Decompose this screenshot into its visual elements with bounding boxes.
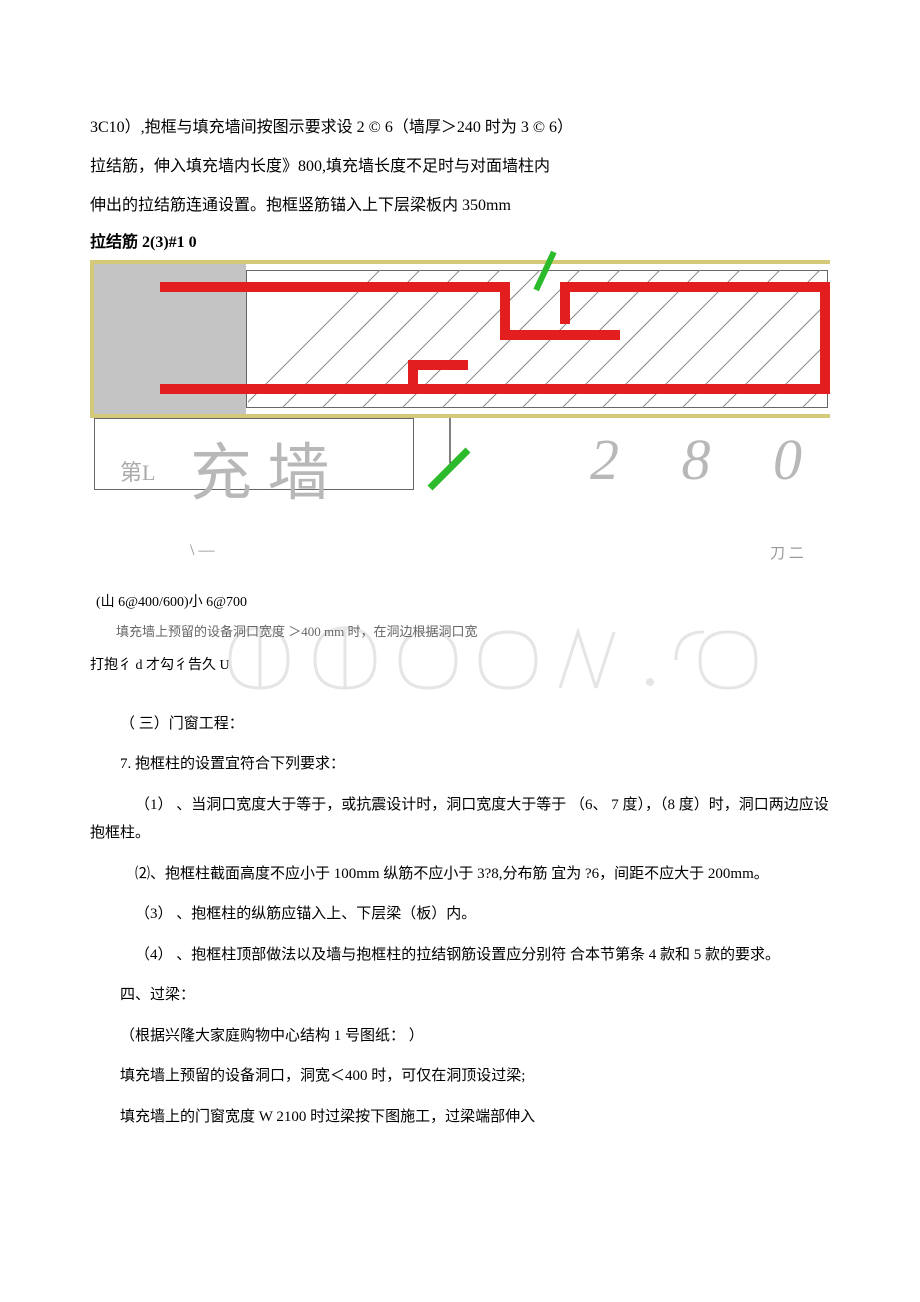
red-rebar-vert-2 [560,282,570,324]
red-rebar-hook-1b [408,360,468,370]
item-7-1: （1） 、当洞口宽度大于等于，或抗震设计时，洞口宽度大于等于 （6、 7 度），… [90,791,830,848]
label-small-left: 第L [120,455,155,487]
item-7-2: ⑵、抱框柱截面高度不应小于 100mm 纵筋不应小于 3?8,分布筋 宜为 ?6… [90,860,830,889]
item-7: 7. 抱框柱的设置宜符合下列要求： [90,750,830,779]
paragraph-1: 3C10）,抱框与填充墙间按图示要求设 2 © 6（墙厚＞240 时为 3 © … [90,110,830,145]
paragraph-2: 拉结筋，伸入填充墙内长度》800,填充墙长度不足时与对面墙柱内 [90,149,830,184]
bottom-mark-right: 刀 二 [770,542,804,563]
tiny-note: 填充墙上预留的设备洞口宽度 ＞400 mm 时，在洞边根据洞口宽 [90,621,830,640]
section-3-title: （ 三）门窗工程： [90,710,830,739]
bottom-mark-left: \ — [190,542,214,560]
green-marker-bottom-svg [420,418,480,508]
red-rebar-mid [500,330,620,340]
wall-diagram: 第L 充 墙 2 8 0 \ — 刀 二 [90,260,830,570]
section-4-title: 四、过梁： [90,981,830,1010]
item-7-4: （4） 、抱框柱顶部做法以及墙与抱框柱的拉结钢筋设置应分别符 合本节第条 4 款… [90,941,830,970]
bold-title: 拉结筋 2(3)#1 0 [90,228,830,252]
red-rebar-top-right [560,282,830,292]
paragraph-3: 伸出的拉结筋连通设置。抱框竖筋锚入上下层梁板内 350mm [90,188,830,223]
red-rebar-vert-right [820,282,830,392]
item-7-3: （3） 、抱框柱的纵筋应锚入上、下层梁（板）内。 [90,900,830,929]
section-4-sub: （根据兴隆大家庭购物中心结构 1 号图纸： ） [90,1022,830,1051]
label-number: 2 8 0 [590,426,826,493]
section-4-p2: 填充墙上的门窗宽度 W 2100 时过梁按下图施工，过梁端部伸入 [90,1103,830,1132]
label-chinese: 充 墙 [190,422,330,512]
red-rebar-bottom [160,384,830,394]
section-4-p1: 填充墙上预留的设备洞口，洞宽＜400 时，可仅在洞顶设过梁; [90,1062,830,1091]
red-rebar-top-left [160,282,510,292]
